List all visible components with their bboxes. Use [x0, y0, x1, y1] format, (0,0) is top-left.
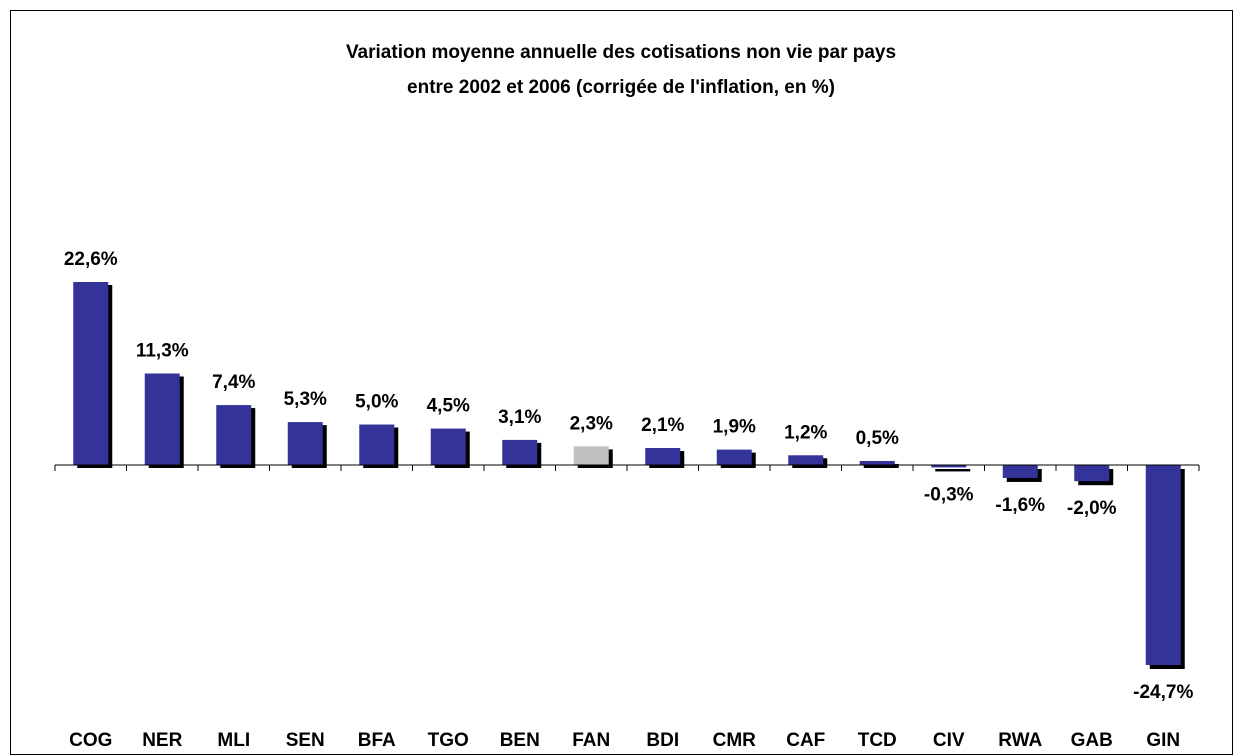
value-label: 5,3%: [284, 389, 327, 410]
x-tick-label: GIN: [1146, 730, 1180, 751]
x-tick-label: FAN: [572, 730, 610, 751]
x-tick-label: TCD: [858, 730, 897, 751]
x-tick-label: CIV: [933, 730, 965, 751]
bar: [645, 447, 681, 465]
bar-shadow: [935, 469, 971, 472]
bar: [287, 422, 323, 465]
x-tick-label: TGO: [428, 730, 469, 751]
bar: [931, 465, 967, 468]
bar: [859, 460, 895, 465]
bar: [144, 373, 180, 465]
value-label: 22,6%: [64, 249, 118, 270]
x-tick-label: RWA: [998, 730, 1042, 751]
x-tick-label: BFA: [358, 730, 396, 751]
x-tick-label: CMR: [713, 730, 757, 751]
value-label: 5,0%: [355, 392, 398, 413]
value-label: 2,1%: [641, 415, 684, 436]
value-label: 2,3%: [570, 413, 613, 434]
bar: [430, 428, 466, 465]
x-tick-label: SEN: [286, 730, 325, 751]
bar: [502, 439, 538, 465]
x-tick-label: CAF: [786, 730, 825, 751]
bar: [788, 455, 824, 465]
value-label: 1,2%: [784, 422, 827, 443]
value-label: 0,5%: [856, 428, 899, 449]
value-label: -1,6%: [995, 495, 1045, 516]
chart-title: entre 2002 et 2006 (corrigée de l'inflat…: [407, 77, 835, 98]
x-tick-label: NER: [142, 730, 182, 751]
bar: [573, 446, 609, 465]
bar: [73, 282, 109, 465]
x-tick-label: COG: [69, 730, 112, 751]
bar: [1145, 465, 1181, 665]
value-label: 11,3%: [136, 341, 189, 362]
chart-border: [10, 10, 1233, 755]
value-label: -0,3%: [924, 484, 974, 505]
value-label: -24,7%: [1133, 682, 1193, 703]
bar: [1002, 465, 1038, 478]
bar-shadow: [863, 463, 899, 468]
chart-title: Variation moyenne annuelle des cotisatio…: [346, 42, 896, 63]
value-label: 7,4%: [212, 372, 255, 393]
value-label: 3,1%: [498, 407, 541, 428]
x-tick-label: MLI: [217, 730, 250, 751]
x-tick-label: BDI: [646, 730, 679, 751]
bar: [216, 405, 252, 465]
value-label: -2,0%: [1067, 498, 1117, 519]
value-label: 4,5%: [427, 396, 470, 417]
bar: [716, 449, 752, 465]
x-tick-label: GAB: [1071, 730, 1113, 751]
value-label: 1,9%: [713, 417, 756, 438]
bar: [359, 424, 395, 465]
bar: [1074, 465, 1110, 482]
x-tick-label: BEN: [500, 730, 540, 751]
